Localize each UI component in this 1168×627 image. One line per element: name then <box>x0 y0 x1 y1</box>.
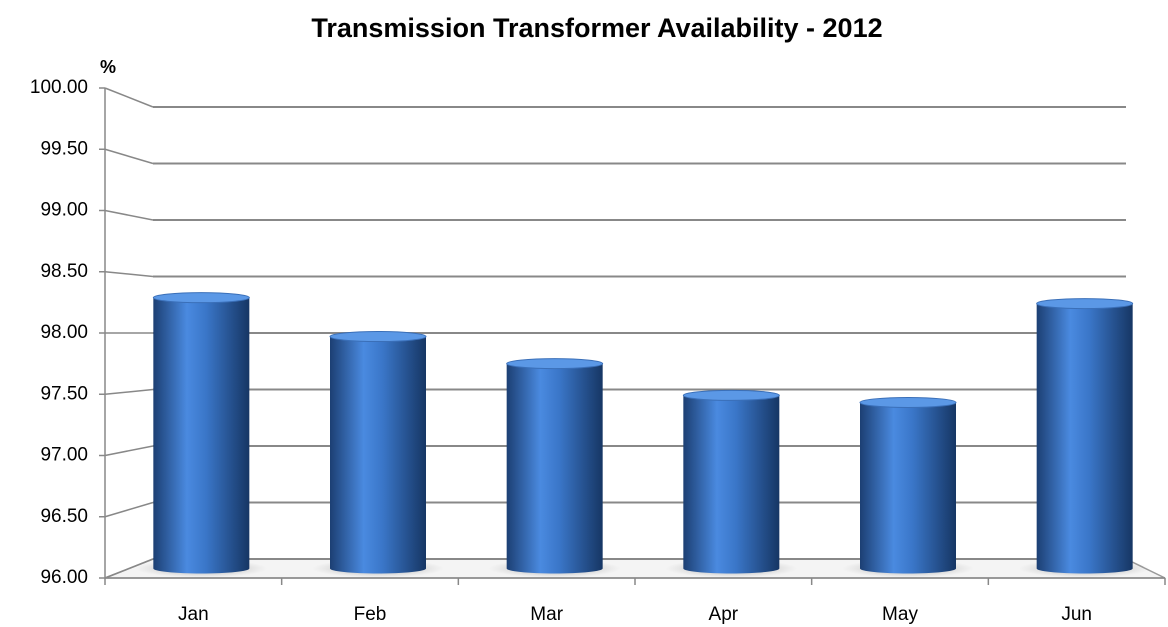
grid-connector <box>104 209 154 221</box>
bar <box>330 336 426 574</box>
bar-top <box>1036 298 1134 310</box>
grid-connector <box>104 388 154 395</box>
bar-top <box>152 292 250 304</box>
bar-top <box>329 331 427 343</box>
y-tick-label: 96.00 <box>40 567 88 588</box>
bar-top <box>682 389 780 401</box>
grid-connector <box>104 87 154 108</box>
y-axis-label: % <box>100 57 116 77</box>
y-tick-label: 98.00 <box>40 322 88 343</box>
x-tick-label: Feb <box>354 604 387 625</box>
bar <box>1036 303 1133 574</box>
bar-top <box>506 358 604 370</box>
x-tick-label: Jun <box>1061 604 1092 625</box>
y-tick-label: 97.50 <box>40 383 88 404</box>
y-tick-label: 99.50 <box>40 138 88 159</box>
y-tick-label: 98.50 <box>40 261 88 282</box>
x-tick-label: Jan <box>178 604 209 625</box>
bar <box>683 395 780 574</box>
x-tick-label: Apr <box>709 604 739 625</box>
grid-connector <box>104 501 154 518</box>
grid-connector <box>104 148 154 165</box>
bar <box>153 297 250 574</box>
x-tick-label: May <box>882 604 918 625</box>
y-tick-label: 100.00 <box>30 77 88 98</box>
y-tick-label: 99.00 <box>40 200 88 221</box>
bar-top <box>859 396 957 408</box>
grid-connector <box>104 445 154 457</box>
y-tick-label: 97.00 <box>40 445 88 466</box>
grid-connector <box>104 558 154 579</box>
grid-connector <box>104 271 154 278</box>
y-tick-label: 96.50 <box>40 506 88 527</box>
bar <box>506 363 603 574</box>
bar <box>860 402 956 574</box>
x-tick-label: Mar <box>530 604 563 625</box>
chart-title: Transmission Transformer Availability - … <box>311 13 882 43</box>
